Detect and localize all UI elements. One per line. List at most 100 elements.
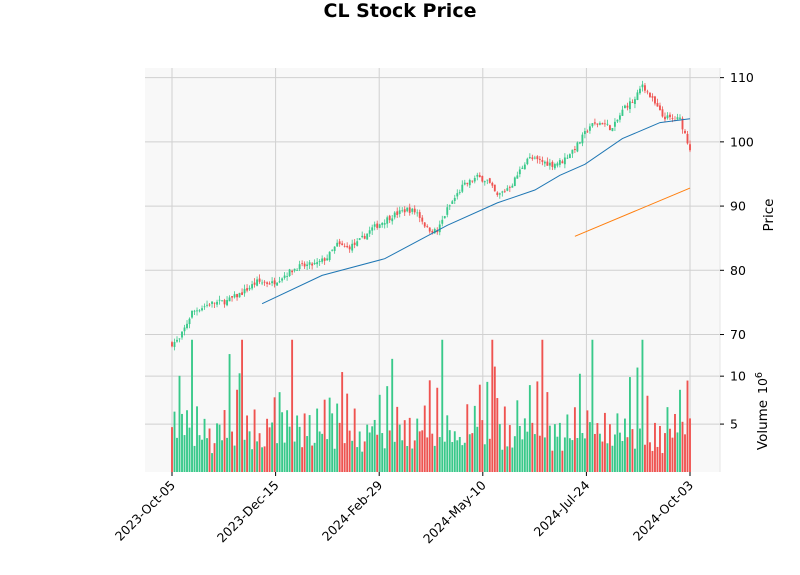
candle-body — [568, 154, 571, 159]
candle-body — [301, 263, 304, 265]
candle-body — [176, 339, 178, 342]
candle-body — [186, 323, 188, 329]
volume-bar — [391, 358, 394, 472]
volume-axis-label: Volume — [755, 400, 771, 450]
volume-bar — [506, 446, 509, 472]
candle-body — [656, 102, 659, 107]
volume-bar — [458, 436, 461, 472]
candle-body — [263, 281, 266, 283]
volume-bar — [481, 420, 484, 472]
volume-bar — [669, 428, 671, 472]
candle-body — [466, 182, 469, 184]
volume-bar — [318, 431, 321, 472]
volume-bar — [396, 406, 399, 472]
volume-bar — [193, 445, 196, 472]
candle-body — [291, 270, 294, 273]
volume-bar — [516, 400, 519, 472]
volume-bar — [288, 426, 291, 472]
candle-body — [686, 133, 689, 144]
volume-bar — [336, 403, 339, 472]
volume-bar — [256, 441, 259, 472]
volume-bar — [656, 446, 659, 472]
volume-bar — [511, 447, 514, 472]
volume-bar — [613, 434, 616, 472]
volume-bar — [456, 440, 459, 472]
chart-title: CL Stock Price — [323, 0, 477, 22]
volume-bar — [308, 415, 311, 472]
candle-body — [561, 161, 564, 164]
volume-bar — [291, 339, 294, 472]
candle-body — [526, 158, 529, 165]
candle-body — [181, 331, 183, 338]
candle-body — [501, 191, 504, 193]
candle-body — [198, 310, 201, 312]
candle-body — [316, 262, 319, 265]
candle-body — [243, 288, 246, 294]
volume-bar — [366, 424, 369, 472]
volume-bar — [333, 448, 336, 472]
volume-bar — [238, 373, 241, 472]
volume-bar — [246, 415, 249, 472]
volume-bar — [278, 392, 281, 472]
volume-bar — [461, 445, 464, 472]
candle-body — [493, 184, 496, 192]
candle-body — [563, 157, 566, 165]
candle-body — [598, 123, 601, 125]
volume-bar — [508, 425, 511, 472]
volume-bar — [406, 446, 409, 472]
volume-bar — [206, 438, 208, 472]
volume-bar — [588, 422, 591, 472]
volume-bar — [196, 406, 198, 472]
candle-body — [191, 310, 193, 318]
volume-bar — [676, 432, 679, 472]
candle-body — [428, 227, 431, 232]
volume-bar — [286, 410, 289, 472]
volume-bar — [503, 406, 506, 472]
candle-body — [281, 278, 284, 281]
candle-body — [396, 211, 399, 215]
volume-bar — [563, 437, 566, 472]
candle-body — [286, 276, 289, 277]
candle-body — [183, 327, 186, 332]
candle-body — [476, 174, 479, 177]
candle-body — [468, 180, 471, 186]
candle-body — [446, 207, 449, 215]
candle-body — [296, 269, 299, 271]
candle-body — [218, 299, 221, 301]
volume-bar — [606, 443, 609, 472]
candle-body — [426, 226, 429, 227]
candle-body — [271, 281, 274, 284]
candlesticks — [171, 80, 691, 351]
volume-bars — [171, 339, 691, 472]
candle-body — [511, 185, 514, 188]
volume-bar — [301, 447, 304, 472]
candle-body — [343, 245, 346, 247]
volume-bar — [586, 410, 589, 472]
volume-bar — [649, 442, 651, 472]
candle-body — [378, 224, 381, 228]
volume-bar — [603, 412, 606, 472]
volume-bar — [654, 422, 656, 472]
candle-body — [373, 224, 376, 227]
candle-body — [671, 118, 674, 119]
volume-bar — [181, 413, 183, 472]
volume-bar — [296, 415, 299, 472]
volume-bar — [221, 440, 223, 472]
volume-bar — [498, 424, 501, 472]
candle-body — [576, 142, 579, 152]
candle-body — [523, 164, 526, 170]
volume-bar — [686, 380, 689, 472]
candle-body — [684, 130, 686, 134]
candle-body — [654, 96, 656, 104]
candle-body — [616, 119, 619, 122]
candle-body — [578, 142, 581, 144]
volume-bar — [418, 431, 421, 472]
candle-body — [193, 310, 196, 312]
candle-body — [213, 302, 216, 304]
volume-bar — [368, 432, 371, 472]
volume-bar — [621, 440, 624, 472]
volume-bar — [381, 433, 384, 472]
volume-tick-label: 10 — [730, 369, 746, 384]
candle-body — [508, 187, 511, 188]
volume-bar — [471, 433, 474, 472]
